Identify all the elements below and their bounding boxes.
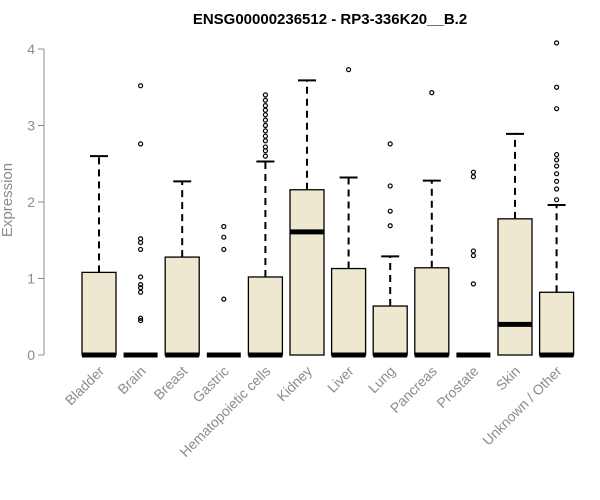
box-body — [289, 189, 325, 356]
box-bladder — [81, 155, 117, 358]
outlier-point — [262, 112, 268, 118]
y-axis-label: Expression — [0, 163, 16, 237]
x-tick-label: Bladder — [62, 363, 108, 409]
box-skin — [497, 132, 533, 356]
outlier-point — [387, 223, 393, 229]
outlier-point — [553, 106, 560, 112]
outlier-point — [387, 208, 393, 214]
chart-title: ENSG00000236512 - RP3-336K20__B.2 — [193, 11, 467, 28]
outlier-point — [262, 97, 268, 103]
outlier-point — [138, 317, 144, 324]
box-body — [538, 291, 575, 356]
outlier-point — [553, 157, 560, 163]
x-tick-label: Brain — [114, 363, 148, 397]
box-body — [414, 267, 450, 356]
outlier-point — [553, 186, 560, 192]
outlier-point — [221, 296, 227, 302]
outlier-point — [553, 197, 560, 203]
box-body — [81, 271, 117, 356]
outlier-point — [553, 178, 560, 184]
box-lung — [372, 141, 408, 358]
outlier-point — [138, 285, 144, 291]
outlier-point — [221, 223, 227, 230]
box-kidney — [289, 79, 325, 356]
box-liver — [330, 67, 367, 358]
outlier-point — [262, 138, 268, 144]
box-body — [247, 276, 284, 356]
outlier-point — [262, 92, 268, 98]
outlier-point — [553, 171, 560, 177]
box-body — [372, 305, 408, 356]
x-tick-label: Unknown / Other — [479, 363, 565, 449]
x-tick-label: Kidney — [274, 363, 316, 405]
y-tick-label: 0 — [27, 347, 35, 363]
outlier-point — [262, 103, 268, 109]
y-tick-label: 3 — [27, 118, 35, 134]
y-tick-label: 1 — [27, 271, 35, 287]
outlier-point — [138, 289, 144, 295]
x-tick-label: Breast — [150, 363, 190, 403]
outlier-point — [387, 183, 393, 189]
outlier-point — [470, 174, 476, 180]
box-gastric — [206, 223, 241, 358]
box-pancreas — [414, 90, 450, 358]
outlier-point — [470, 169, 476, 175]
box-brain — [123, 83, 158, 358]
outlier-point — [470, 248, 476, 254]
outlier-point — [138, 274, 144, 280]
outlier-point — [470, 252, 476, 259]
outlier-point — [553, 40, 560, 46]
outlier-point — [138, 236, 144, 242]
outlier-point — [262, 117, 268, 123]
outlier-point — [262, 107, 268, 113]
x-tick-label: Liver — [324, 363, 357, 396]
outlier-point — [262, 133, 268, 139]
outlier-point — [429, 90, 435, 96]
y-tick-label: 4 — [27, 41, 35, 57]
outlier-point — [138, 246, 144, 253]
outlier-point — [553, 163, 560, 169]
y-tick-label: 2 — [27, 194, 35, 210]
box-hematopoietic-cells — [247, 92, 284, 358]
outlier-point — [262, 128, 268, 134]
box-breast — [164, 180, 200, 358]
box-prostate — [456, 169, 491, 358]
outlier-point — [221, 246, 227, 253]
outlier-point — [138, 282, 144, 288]
box-body — [330, 267, 367, 356]
outlier-point — [138, 315, 144, 321]
x-tick-label: Prostate — [433, 363, 481, 411]
outlier-point — [262, 144, 268, 150]
outlier-point — [470, 281, 476, 287]
box-body — [497, 218, 533, 356]
outlier-point — [221, 234, 227, 240]
box-body — [164, 256, 200, 356]
outlier-point — [262, 122, 268, 129]
boxes — [81, 40, 575, 358]
outlier-point — [138, 83, 144, 89]
y-axis: 0 1 2 3 4 — [27, 41, 45, 363]
outlier-point — [387, 141, 393, 147]
outlier-point — [346, 67, 352, 73]
outlier-point — [553, 151, 560, 158]
x-tick-label: Lung — [365, 363, 398, 396]
outlier-point — [553, 84, 560, 90]
box-unknown-other — [538, 40, 575, 358]
outlier-point — [262, 153, 268, 159]
x-tick-label: Skin — [493, 363, 524, 394]
outlier-point — [138, 141, 144, 147]
